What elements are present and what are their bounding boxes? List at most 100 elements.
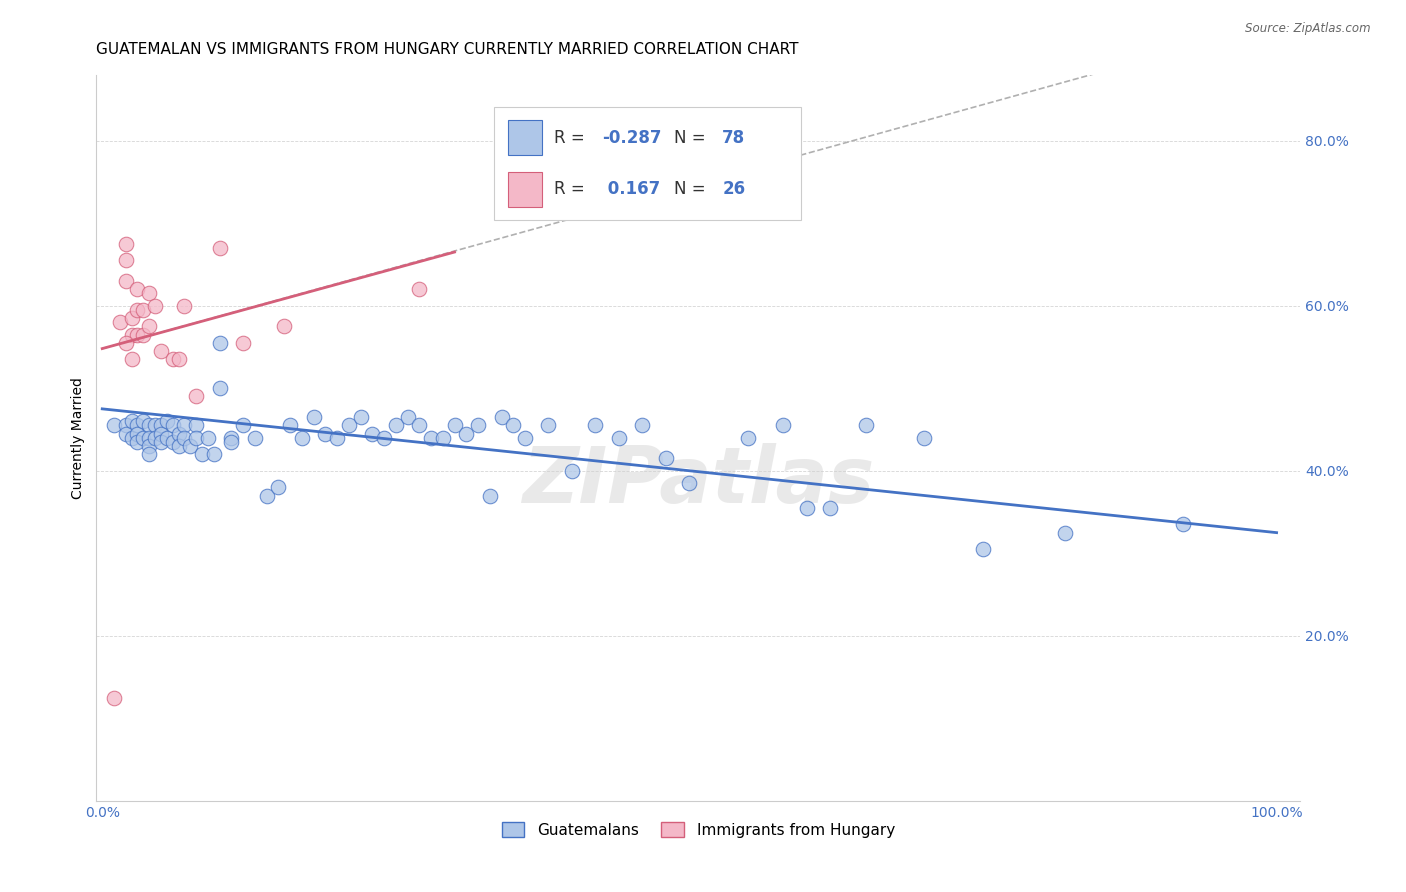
Point <box>513 431 536 445</box>
Text: GUATEMALAN VS IMMIGRANTS FROM HUNGARY CURRENTLY MARRIED CORRELATION CHART: GUATEMALAN VS IMMIGRANTS FROM HUNGARY CU… <box>97 42 799 57</box>
Point <box>302 410 325 425</box>
Point <box>114 236 136 251</box>
Point <box>186 431 208 445</box>
Point <box>655 451 678 466</box>
Point <box>156 414 179 428</box>
Point <box>326 431 349 445</box>
Point <box>291 431 314 445</box>
Point <box>173 431 195 445</box>
Point <box>491 410 513 425</box>
Point <box>502 418 524 433</box>
Point <box>561 464 583 478</box>
Point <box>385 418 408 433</box>
Point <box>121 327 143 342</box>
Point <box>162 352 184 367</box>
Text: N =: N = <box>673 128 711 147</box>
Point <box>103 418 125 433</box>
Point <box>432 431 454 445</box>
Point <box>278 418 301 433</box>
Point <box>678 476 700 491</box>
Point <box>202 447 225 461</box>
Point <box>972 542 994 557</box>
Point <box>132 431 155 445</box>
FancyBboxPatch shape <box>508 120 541 155</box>
Point <box>1171 517 1194 532</box>
Point <box>537 418 560 433</box>
Point <box>314 426 336 441</box>
Point <box>143 431 166 445</box>
Point <box>396 410 419 425</box>
Point <box>191 447 214 461</box>
Point <box>1054 525 1077 540</box>
Text: R =: R = <box>554 128 589 147</box>
Point <box>114 335 136 350</box>
Point <box>796 500 818 515</box>
FancyBboxPatch shape <box>494 107 800 219</box>
Point <box>361 426 384 441</box>
Point <box>273 319 295 334</box>
Point <box>467 418 489 433</box>
Point <box>127 418 149 433</box>
Point <box>420 431 443 445</box>
Point <box>820 500 842 515</box>
Point <box>232 418 254 433</box>
Point <box>408 418 430 433</box>
Point <box>121 311 143 326</box>
Point <box>912 431 935 445</box>
Point <box>186 418 208 433</box>
Point <box>127 302 149 317</box>
Point <box>349 410 371 425</box>
Point <box>108 315 131 329</box>
Point <box>138 431 160 445</box>
Point <box>121 414 143 428</box>
Point <box>173 299 195 313</box>
Point <box>143 418 166 433</box>
Point <box>127 282 149 296</box>
Point <box>149 344 172 359</box>
Point <box>173 418 195 433</box>
Point <box>143 299 166 313</box>
Text: 0.167: 0.167 <box>602 180 661 198</box>
Point <box>138 447 160 461</box>
Point <box>267 480 290 494</box>
Point <box>167 352 190 367</box>
Point <box>208 335 231 350</box>
Point <box>138 418 160 433</box>
Point <box>443 418 465 433</box>
Text: 78: 78 <box>723 128 745 147</box>
Text: Source: ZipAtlas.com: Source: ZipAtlas.com <box>1246 22 1371 36</box>
Text: -0.287: -0.287 <box>602 128 661 147</box>
Point <box>127 434 149 449</box>
Point <box>456 426 478 441</box>
Point <box>114 274 136 288</box>
Point <box>114 253 136 268</box>
Point <box>132 302 155 317</box>
Point <box>127 327 149 342</box>
Point <box>167 439 190 453</box>
Point <box>121 431 143 445</box>
Point <box>208 381 231 395</box>
Point <box>167 426 190 441</box>
Text: N =: N = <box>673 180 711 198</box>
Point <box>162 418 184 433</box>
Point <box>156 431 179 445</box>
Point <box>179 439 201 453</box>
Point <box>256 489 278 503</box>
Point <box>373 431 395 445</box>
Point <box>132 414 155 428</box>
Point <box>221 434 243 449</box>
Point <box>132 327 155 342</box>
Point <box>585 418 607 433</box>
Point <box>162 434 184 449</box>
Point <box>337 418 360 433</box>
Point <box>186 389 208 403</box>
Point <box>114 426 136 441</box>
Point <box>232 335 254 350</box>
Point <box>149 434 172 449</box>
Point <box>103 690 125 705</box>
Point <box>607 431 630 445</box>
Point <box>243 431 266 445</box>
Point <box>631 418 654 433</box>
Point <box>855 418 877 433</box>
Text: R =: R = <box>554 180 589 198</box>
